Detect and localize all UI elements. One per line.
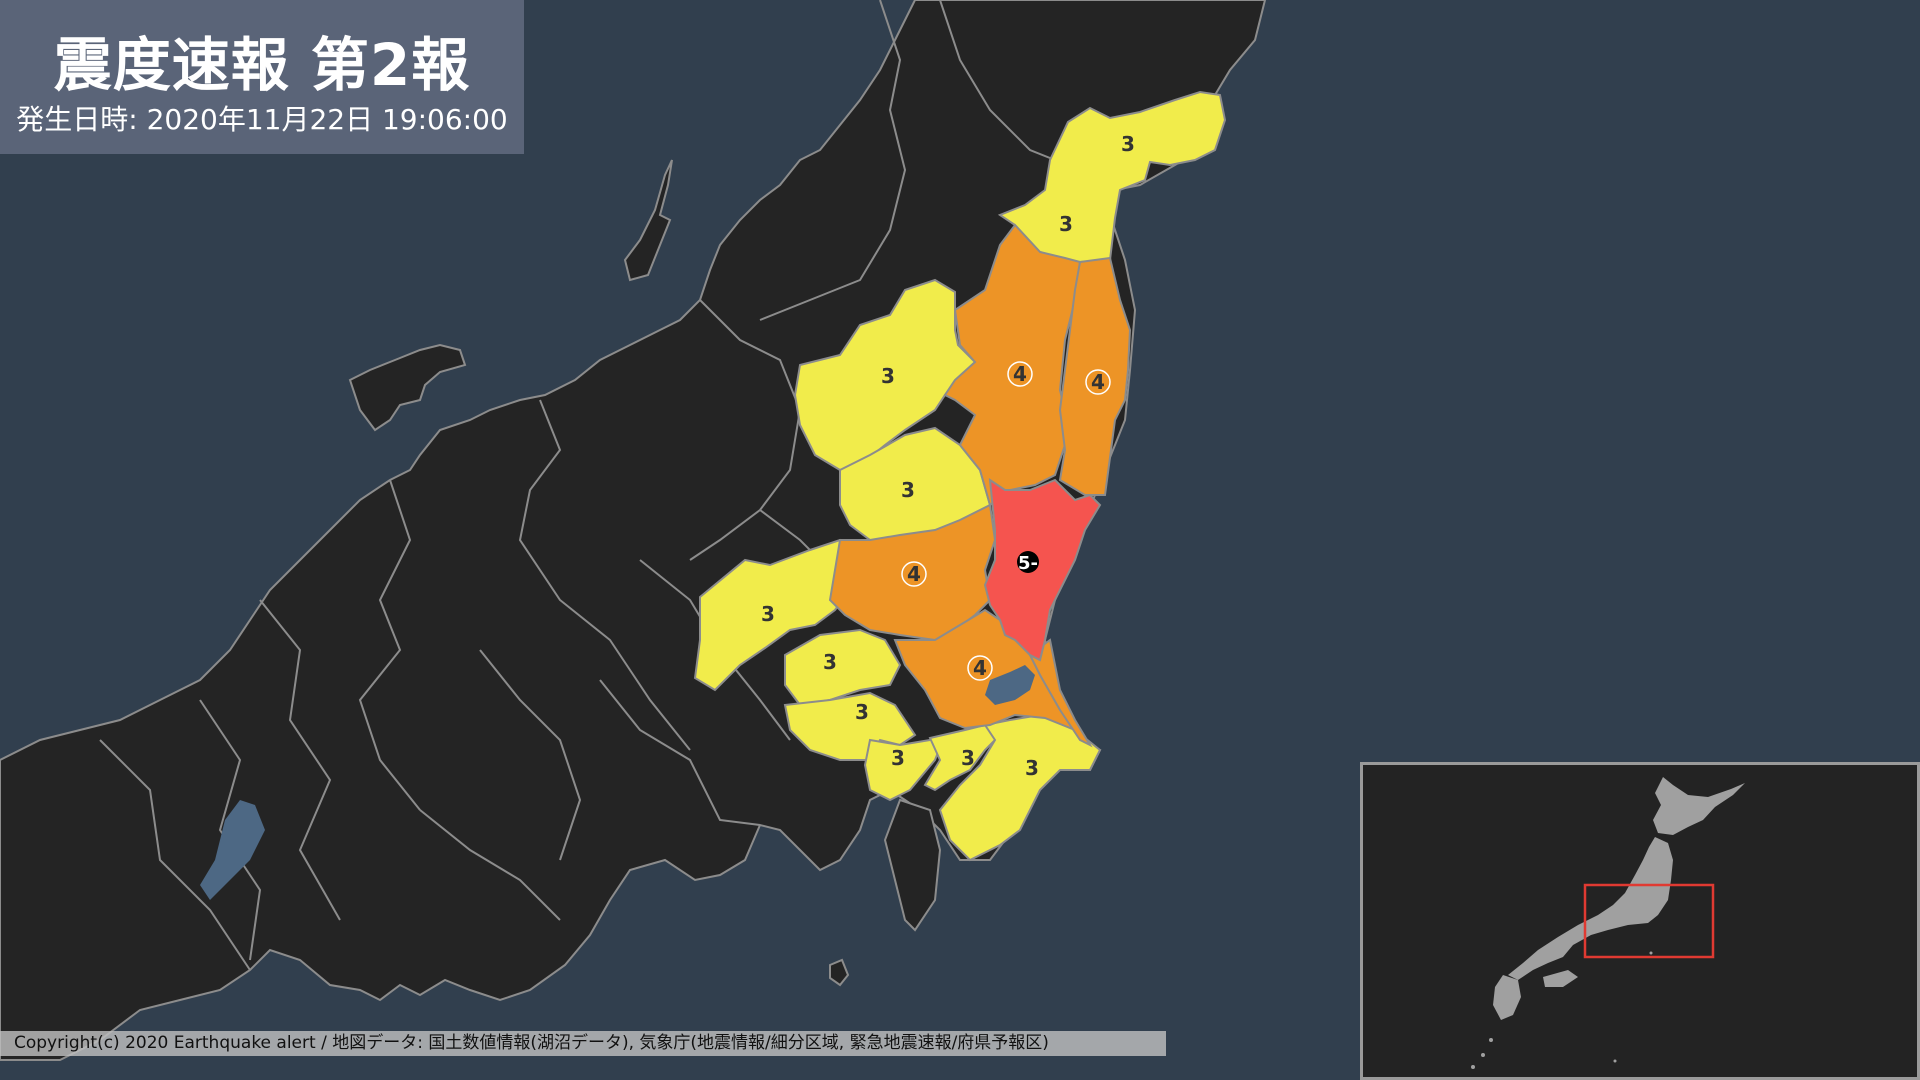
intensity-marker: 3 xyxy=(1121,132,1135,156)
intensity-marker-label: 3 xyxy=(761,602,775,626)
intensity-marker-ring xyxy=(1017,551,1039,573)
intensity-marker-label: 3 xyxy=(901,478,915,502)
inset-land-hokkaido xyxy=(1653,777,1745,835)
intensity-marker-label: 3 xyxy=(855,700,869,724)
intensity-marker: 5- xyxy=(1017,551,1039,574)
land-noto xyxy=(348,343,467,432)
intensity-marker: 3 xyxy=(1059,212,1073,236)
lake-kasumigaura xyxy=(985,665,1035,705)
intensity-marker: 3 xyxy=(891,746,905,770)
intensity-marker-label: 4 xyxy=(907,562,921,586)
intensity-marker-ring xyxy=(1007,361,1033,387)
copyright-notice: Copyright(c) 2020 Earthquake alert / 地図デ… xyxy=(0,1031,1166,1056)
intensity-marker: 4 xyxy=(901,561,927,587)
intensity-marker: 3 xyxy=(823,650,837,674)
shindo-5minus-region xyxy=(983,477,1102,662)
intensity-marker: 3 xyxy=(901,478,915,502)
land-sado xyxy=(623,159,673,282)
land-izu xyxy=(883,798,942,932)
inset-island xyxy=(1489,1038,1493,1042)
land-oshima xyxy=(829,958,850,987)
intensity-marker: 4 xyxy=(967,655,993,681)
intensity-marker: 3 xyxy=(1025,756,1039,780)
overview-inset-map xyxy=(1360,762,1920,1080)
intensity-marker-label: 3 xyxy=(1121,132,1135,156)
intensity-marker: 3 xyxy=(761,602,775,626)
intensity-marker-label: 4 xyxy=(1013,362,1027,386)
intensity-marker: 3 xyxy=(881,364,895,388)
intensity-marker-label: 3 xyxy=(1059,212,1073,236)
inset-island xyxy=(1481,1053,1485,1057)
intensity-marker-label: 4 xyxy=(973,656,987,680)
inset-extent-frame xyxy=(1583,883,1715,959)
intensity-marker: 3 xyxy=(855,700,869,724)
lake-biwa xyxy=(200,800,265,900)
shindo-3-regions xyxy=(693,90,1227,862)
inset-island xyxy=(1471,1065,1475,1069)
intensity-marker: 4 xyxy=(1085,369,1111,395)
intensity-marker-label: 4 xyxy=(1091,370,1105,394)
inset-island xyxy=(1613,1059,1617,1063)
inset-island xyxy=(1649,951,1653,955)
inset-land-honshu xyxy=(1508,837,1673,980)
intensity-marker: 3 xyxy=(961,746,975,770)
intensity-marker-label: 3 xyxy=(1025,756,1039,780)
inset-land-kyushu xyxy=(1493,975,1521,1020)
intensity-marker-label: 3 xyxy=(881,364,895,388)
page-title: 震度速報 第2報 xyxy=(53,31,471,99)
intensity-marker-ring xyxy=(967,655,993,681)
title-panel: 震度速報 第2報 発生日時: 2020年11月22日 19:06:00 xyxy=(0,0,524,154)
intensity-marker-ring xyxy=(901,561,927,587)
intensity-marker-ring xyxy=(1085,369,1111,395)
intensity-marker: 4 xyxy=(1007,361,1033,387)
intensity-marker-label: 3 xyxy=(891,746,905,770)
intensity-markers: 333 4 435-433 433 3 3 xyxy=(761,132,1135,780)
intensity-marker-label: 3 xyxy=(823,650,837,674)
intensity-marker-label: 3 xyxy=(961,746,975,770)
intensity-marker-label: 5- xyxy=(1018,553,1038,574)
occurrence-time: 発生日時: 2020年11月22日 19:06:00 xyxy=(16,103,508,136)
inset-land-shikoku xyxy=(1543,970,1578,987)
